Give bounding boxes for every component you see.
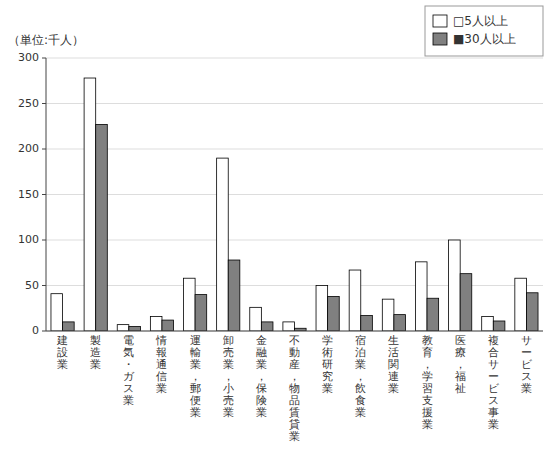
- bar: [261, 322, 273, 331]
- x-tick-label: 複合サービス事業: [488, 334, 500, 431]
- bar: [63, 322, 75, 331]
- bar: [217, 158, 229, 331]
- x-tick-label-char: 業: [190, 406, 201, 419]
- y-tick: [42, 285, 46, 286]
- grid: [46, 58, 543, 331]
- y-tick-label: 150: [18, 188, 39, 201]
- x-tick-label-char: 業: [388, 382, 399, 395]
- bar: [427, 298, 439, 331]
- y-tick: [42, 240, 46, 241]
- x-tick-label: 医療，福祉: [455, 334, 466, 395]
- bar: [84, 78, 96, 331]
- bar: [449, 240, 461, 331]
- y-axis-line: [46, 58, 47, 331]
- x-tick-label: 情報通信業: [155, 334, 167, 395]
- bar: [316, 286, 328, 332]
- grid-line: [46, 240, 543, 241]
- y-tick-label: 50: [25, 279, 39, 292]
- bar: [117, 325, 129, 331]
- legend-swatch: [433, 33, 447, 45]
- bar: [129, 326, 141, 331]
- x-tick-label: 生活関連業: [388, 334, 399, 395]
- bar: [415, 262, 427, 331]
- grid-line: [46, 58, 543, 59]
- y-tick: [42, 58, 46, 59]
- x-tick-label: 卸売業，小売業: [223, 334, 234, 419]
- x-tick-label-char: 業: [521, 382, 532, 395]
- legend-box: [425, 6, 543, 56]
- grid-line: [46, 331, 543, 332]
- y-tick-label: 200: [18, 142, 39, 155]
- chart-svg: 0 50 100 150 200 250 300 建設業 製造業 電気・ガス業 情報通信業 運輸業，郵…: [0, 0, 557, 459]
- bar: [526, 293, 538, 331]
- bar: [394, 315, 406, 331]
- y-tick: [42, 103, 46, 104]
- y-tick-label: 0: [32, 324, 39, 337]
- bar: [482, 316, 494, 331]
- grid-line: [46, 149, 543, 150]
- x-tick-label-char: 祉: [455, 382, 466, 395]
- x-tick-label-char: 業: [488, 418, 499, 431]
- x-tick-label: 運輸業，郵便業: [190, 334, 201, 419]
- bar: [283, 322, 295, 331]
- y-tick-label: 300: [18, 51, 39, 64]
- x-tick-label-char: 業: [355, 406, 366, 419]
- y-tick: [42, 331, 46, 332]
- x-tick-label-char: 業: [289, 430, 300, 443]
- bar: [96, 124, 108, 331]
- x-tick-label: 製造業: [90, 334, 101, 371]
- x-tick-label: 宿泊業，飲食業: [355, 334, 366, 419]
- x-tick-label-char: 業: [322, 382, 333, 395]
- chart-container: 0 50 100 150 200 250 300 建設業 製造業 電気・ガス業 情報通信業 運輸業，郵…: [0, 0, 557, 459]
- x-tick-label-char: 業: [57, 358, 68, 371]
- bar: [361, 316, 373, 331]
- x-tick-label-char: 業: [90, 358, 101, 371]
- x-tick-label: 不動産，物品賃貸業: [289, 334, 300, 443]
- x-tick-label: 電気・ガス業: [123, 334, 135, 407]
- bar: [195, 295, 207, 331]
- legend-label: ■30人以上: [453, 32, 516, 46]
- legend-swatch: [433, 15, 447, 27]
- bar: [150, 316, 162, 331]
- y-tick-label: 250: [18, 97, 39, 110]
- bars: [51, 78, 538, 331]
- bar: [228, 260, 240, 331]
- bar: [493, 321, 505, 331]
- x-tick-label: 金融業，保険業: [256, 334, 267, 419]
- y-tick: [42, 194, 46, 195]
- grid-line: [46, 194, 543, 195]
- bar: [382, 299, 394, 331]
- legend-label: □5人以上: [453, 14, 508, 28]
- bar: [184, 278, 196, 331]
- bar: [515, 278, 527, 331]
- bar: [328, 296, 340, 331]
- x-tick-label-char: 業: [156, 382, 167, 395]
- x-tick-label-char: 業: [422, 418, 433, 431]
- x-tick-label: 学術研究業: [322, 334, 333, 395]
- x-tick-label-char: 業: [256, 406, 267, 419]
- bar: [162, 320, 174, 331]
- bar: [460, 274, 472, 331]
- y-tick: [42, 149, 46, 150]
- y-tick-label: 100: [18, 233, 39, 246]
- x-tick-label: 建設業: [56, 334, 68, 371]
- bar: [250, 307, 262, 331]
- grid-line: [46, 103, 543, 104]
- x-axis-line: [46, 331, 543, 332]
- x-tick-label-char: 業: [123, 394, 134, 407]
- x-tick-label: 教育，学習支援業: [422, 334, 433, 431]
- x-tick-label-char: 業: [223, 406, 234, 419]
- legend: □5人以上 ■30人以上: [425, 6, 543, 56]
- y-axis-label: （単位:千人）: [8, 33, 84, 47]
- bar: [349, 270, 361, 331]
- x-tick-label: サービス業: [521, 334, 533, 395]
- bar: [51, 294, 63, 331]
